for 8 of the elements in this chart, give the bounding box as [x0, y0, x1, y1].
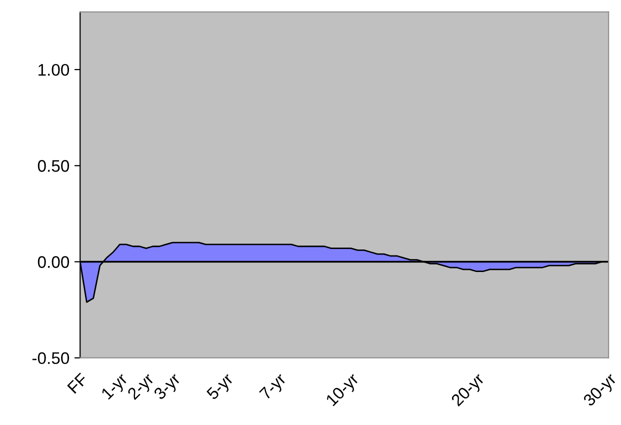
x-tick-label: FF — [67, 372, 88, 394]
y-tick-label: 1.00 — [38, 64, 70, 76]
x-tick-label: 7-yr — [259, 372, 290, 402]
x-tick-label: 5-yr — [206, 372, 236, 403]
y-tick-label: -0.50 — [32, 352, 70, 364]
y-tick-label: 0.50 — [38, 160, 70, 172]
y-tick-label: 0.00 — [38, 256, 70, 268]
x-tick-label: 3-yr — [153, 372, 184, 403]
